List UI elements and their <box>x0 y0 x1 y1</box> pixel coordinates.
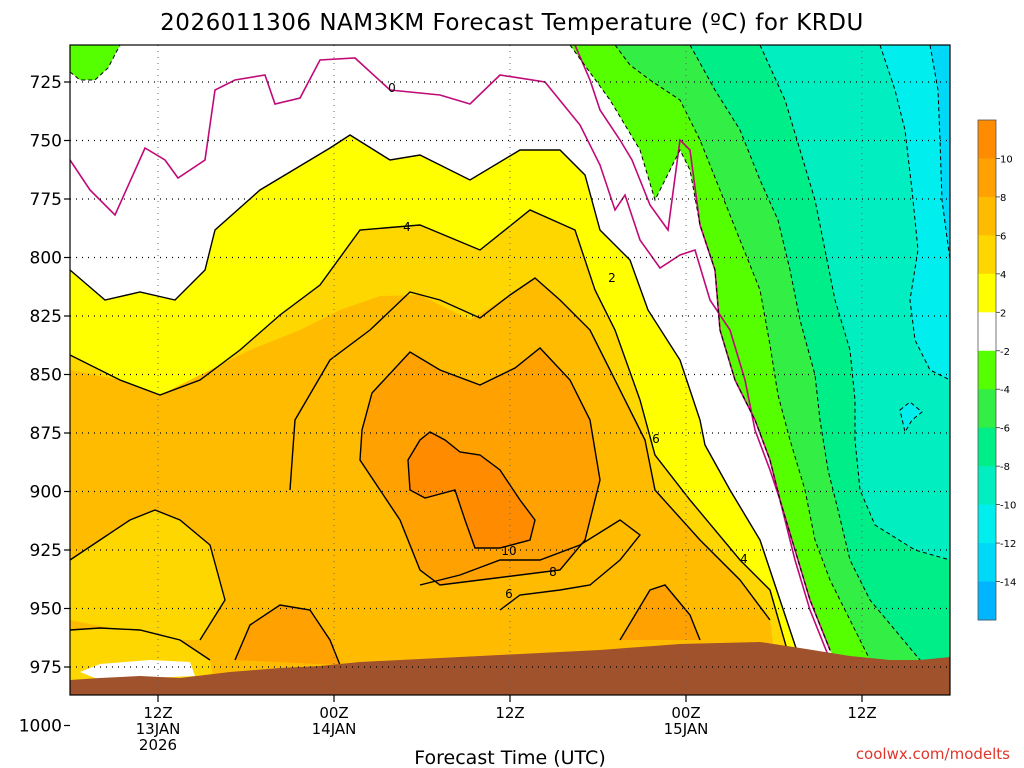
contour-line-0 <box>70 57 831 661</box>
contour-line-8 <box>289 277 771 621</box>
freezing-contours <box>70 45 831 661</box>
colorbar-label: -12 <box>1000 539 1016 550</box>
colorbar-label: -10 <box>1000 501 1016 512</box>
contour-dashed-topleft <box>70 45 121 81</box>
terrain-fill <box>70 642 950 695</box>
colorbar-swatch <box>978 543 996 583</box>
fill-region-white-low <box>80 660 195 680</box>
contour-label: 6 <box>505 587 513 601</box>
colorbar-swatch <box>978 466 996 506</box>
contour-line-low-e <box>419 519 641 611</box>
y-tick-label: 750 <box>30 132 62 152</box>
contour-dashed-m6 <box>689 45 950 681</box>
fill-region-dark-orange <box>408 432 535 548</box>
colorbar-swatch <box>978 504 996 544</box>
solid-contours <box>70 134 801 666</box>
y-axis: 725 750 775 800 825 850 875 900 925 950 975 1000 <box>19 73 70 737</box>
colorbar-frame <box>977 119 997 621</box>
contour-line-low-c <box>619 584 701 641</box>
contour-line-low-b <box>234 604 341 666</box>
watermark: coolwx.com/modelts <box>856 745 1010 763</box>
fill-region-orange-low2 <box>620 585 700 640</box>
colorbar-swatch <box>978 581 996 621</box>
colorbar-label: -4 <box>1000 385 1010 396</box>
y-tick-label: 1000 <box>19 717 62 737</box>
y-tick-label: 850 <box>30 366 62 386</box>
contour-dashed-m12 <box>929 45 950 261</box>
colorbar-label: -6 <box>1000 424 1010 435</box>
colorbar-swatch <box>978 350 996 390</box>
grid-lines <box>70 45 950 695</box>
fill-region-orange-low <box>235 605 340 665</box>
x-tick-label: 00Z <box>671 704 700 722</box>
colorbar-label: 4 <box>1000 270 1006 281</box>
contour-dashed-m2 <box>569 45 854 695</box>
colorbar-swatch <box>978 427 996 467</box>
y-tick-label: 725 <box>30 73 62 93</box>
contour-label: 8 <box>549 565 557 579</box>
contour-label: 6 <box>652 432 660 446</box>
contour-label: 0 <box>388 81 396 95</box>
x-tick-label: 12Z <box>495 704 524 722</box>
contour-line-2 <box>574 45 831 651</box>
y-tick-label: 900 <box>30 483 62 503</box>
y-tick-label: 925 <box>30 541 62 561</box>
fill-region-cyan-blob <box>900 402 922 432</box>
contour-line-10b <box>407 431 536 549</box>
x-axis-label: Forecast Time (UTC) <box>414 747 605 768</box>
colorbar-swatch <box>978 196 996 236</box>
fill-region-green-topleft <box>70 45 120 80</box>
colorbar-label: -8 <box>1000 462 1010 473</box>
y-tick-label: 775 <box>30 190 62 210</box>
fill-region-gold-lowleft <box>70 510 225 640</box>
x-tick-label: 12Z <box>847 704 876 722</box>
chart-title: 2026011306 NAM3KM Forecast Temperature (… <box>160 10 864 36</box>
fill-region-light-blue <box>930 45 950 260</box>
colorbar-swatch <box>978 312 996 352</box>
y-tick-label: 875 <box>30 424 62 444</box>
contour-label: 10 <box>501 544 516 558</box>
y-tick-label: 950 <box>30 600 62 620</box>
colorbar-swatch <box>978 120 996 159</box>
x-tick-label: 00Z <box>319 704 348 722</box>
fill-region-cyan <box>880 45 950 380</box>
colorbar: 10 8 6 4 2 -2 -4 -6 -8 -10 -12 -14 <box>977 119 1016 621</box>
colorbar-label: 2 <box>1000 308 1006 319</box>
contour-dashed-blob <box>899 401 923 434</box>
colorbar-label: -14 <box>1000 578 1016 589</box>
colorbar-label: 10 <box>1000 154 1013 165</box>
x-tick-label: 15JAN <box>664 720 709 738</box>
y-tick-label: 975 <box>30 658 62 678</box>
contour-dashed-m8 <box>759 45 950 561</box>
x-tick-label: 14JAN <box>312 720 357 738</box>
contour-line-4 <box>70 134 801 661</box>
dashed-contours <box>70 45 950 695</box>
colorbar-swatch <box>978 158 996 198</box>
x-tick-label: 13JAN <box>136 720 181 738</box>
contour-label: 4 <box>740 552 748 566</box>
y-tick-label: 825 <box>30 307 62 327</box>
fill-region-aqua <box>760 45 950 560</box>
contour-line-6 <box>70 209 791 661</box>
x-tick-label: 12Z <box>143 704 172 722</box>
plot-area <box>70 45 950 695</box>
x-tick-label: 2026 <box>139 736 177 754</box>
contour-label: 4 <box>403 220 411 234</box>
colorbar-label: -2 <box>1000 347 1010 358</box>
colorbar-swatch <box>978 273 996 313</box>
contour-line-10a <box>359 347 601 586</box>
contour-line-low-a <box>70 509 226 641</box>
contour-label: 2 <box>608 271 616 285</box>
colorbar-label: 8 <box>1000 193 1006 204</box>
contour-dashed-m10 <box>879 45 950 381</box>
contour-line-low-d <box>70 627 211 661</box>
colorbar-swatch <box>978 389 996 429</box>
colorbar-swatch <box>978 235 996 275</box>
colorbar-label: 6 <box>1000 231 1006 242</box>
y-tick-label: 800 <box>30 249 62 269</box>
